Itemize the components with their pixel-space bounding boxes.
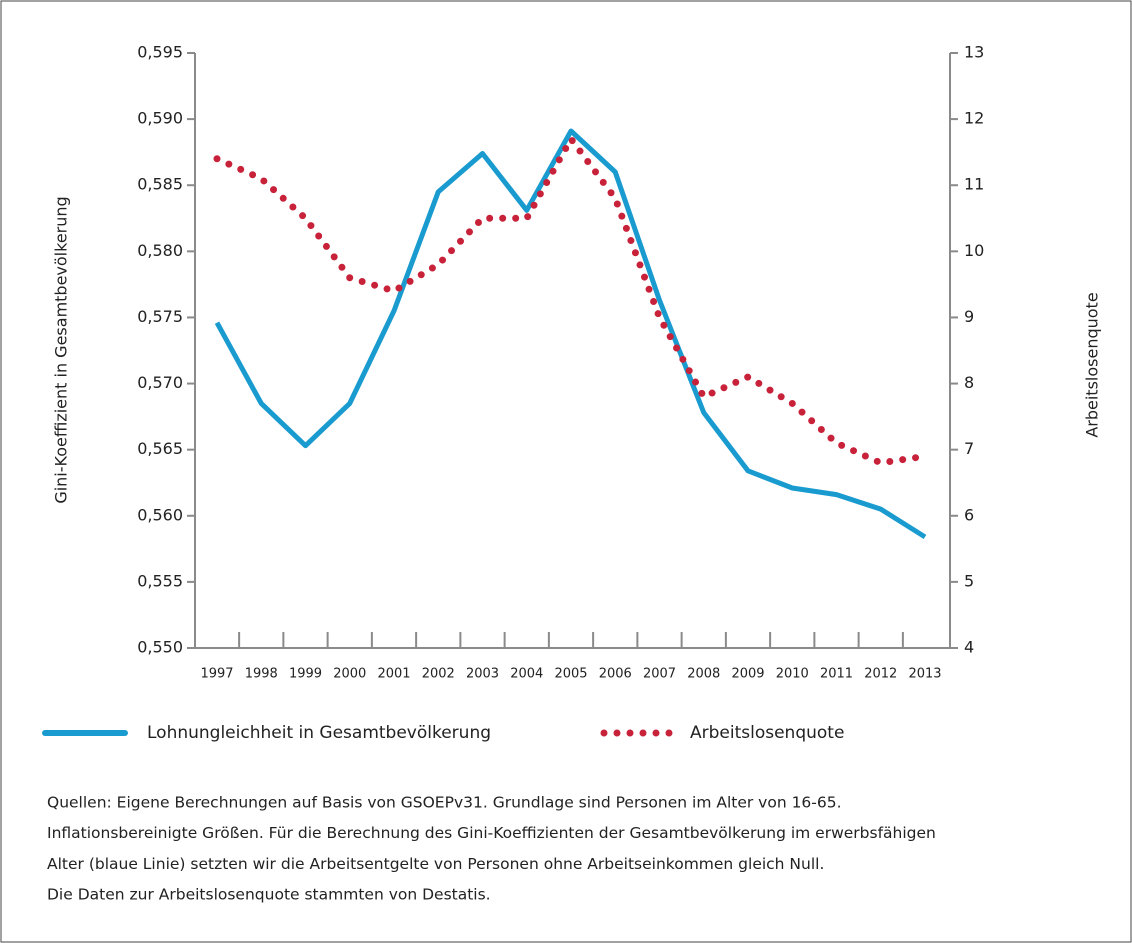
x-tick-label: 2011 [820, 667, 853, 682]
y2-tick-label: 4 [964, 638, 974, 657]
y-tick-label: 0,550 [137, 638, 183, 657]
x-tick-label: 2000 [333, 667, 366, 682]
y-tick-label: 0,575 [137, 307, 183, 326]
y-tick-label: 0,580 [137, 241, 183, 260]
y2-tick-label: 5 [964, 571, 974, 590]
x-tick-label: 2007 [643, 667, 676, 682]
x-tick-label: 2005 [554, 667, 587, 682]
x-tick-label: 2002 [422, 667, 455, 682]
x-tick-label: 2010 [776, 667, 809, 682]
series-line [214, 128, 927, 540]
y-axis-label: Gini-Koeffizient in Gesamtbevölkerung [52, 196, 71, 503]
y2-tick-label: 11 [964, 175, 984, 194]
x-tick-label: 1999 [289, 667, 322, 682]
x-tick-label: 1998 [245, 667, 278, 682]
x-tick-label: 1997 [200, 667, 233, 682]
y2-tick-label: 12 [964, 109, 984, 128]
note: Alter (blaue Linie) setzten wir die Arbe… [47, 855, 824, 873]
x-tick-label: 2006 [599, 667, 632, 682]
x-tick-label: 2004 [510, 667, 543, 682]
y2-tick-label: 13 [964, 43, 984, 62]
y-tick-label: 0,555 [137, 571, 183, 590]
x-tick-label: 2003 [466, 667, 499, 682]
note: Quellen: Eigene Berechnungen auf Basis v… [47, 794, 842, 812]
y2-tick-label: 7 [964, 439, 974, 458]
y-tick-label: 0,570 [137, 373, 183, 392]
legend-label: Lohnungleichheit in Gesamtbevölkerung [147, 723, 491, 743]
y-tick-label: 0,560 [137, 505, 183, 524]
x-tick-label: 2012 [864, 667, 897, 682]
y-tick-label: 0,590 [137, 109, 183, 128]
y2-tick-label: 6 [964, 505, 974, 524]
x-tick-label: 2009 [731, 667, 764, 682]
x-tick-label: 2001 [377, 667, 410, 682]
y-tick-label: 0,565 [137, 439, 183, 458]
y2-tick-label: 10 [964, 241, 984, 260]
y2-tick-label: 8 [964, 373, 974, 392]
series-line [213, 135, 929, 467]
y2-axis-label: Arbeitslosenquote [1083, 292, 1102, 437]
y-tick-label: 0,585 [137, 175, 183, 194]
x-tick-label: 2008 [687, 667, 720, 682]
note: Inflationsbereinigte Größen. Für die Ber… [47, 824, 936, 842]
y-tick-label: 0,595 [137, 43, 183, 62]
x-tick-label: 2013 [908, 667, 941, 682]
legend-label: Arbeitslosenquote [690, 723, 844, 743]
y2-tick-label: 9 [964, 307, 974, 326]
note: Die Daten zur Arbeitslosenquote stammten… [47, 886, 491, 904]
